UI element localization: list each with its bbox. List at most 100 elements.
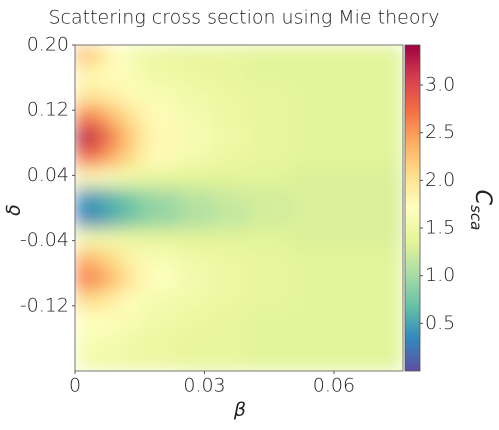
heatmap-cell [109,228,128,250]
heatmap-cell [75,350,93,371]
heatmap-cell [126,45,145,66]
heatmap-cell [213,167,249,189]
heatmap-cell [144,126,180,148]
heatmap-cell [144,248,180,270]
heatmap-cell [213,126,249,148]
heatmap-cell [342,269,403,290]
heatmap-cell [75,146,93,168]
heatmap-cell [126,126,145,148]
heatmap-cell [109,187,128,209]
heatmap-cell [75,269,93,290]
heatmap-cell [290,187,344,209]
heatmap-cell [290,228,344,250]
heatmap-cell [247,248,292,270]
heatmap-cell [178,45,214,66]
heatmap-cell [92,126,111,148]
heatmap-cell [290,309,344,331]
heatmap-cell [144,289,180,311]
heatmap-cell [178,269,214,290]
heatmap-cell [144,45,180,66]
heatmap-cell [75,126,93,148]
y-axis-label: δ [3,204,25,216]
plot-frame [74,44,404,372]
heatmap-cell [109,167,128,189]
colorbar-label-sub: sca [468,205,486,230]
heatmap-cell [178,146,214,168]
colorbar-tick-label: 1.0 [425,264,455,286]
heatmap-cell [126,228,145,250]
heatmap-cell [75,45,93,66]
heatmap-cell [213,309,249,331]
heatmap-cell [213,85,249,107]
heatmap-cell [178,65,214,87]
heatmap-cell [109,126,128,148]
heatmap-cell [178,167,214,189]
x-tick-label: 0 [69,375,81,397]
heatmap-cell [109,248,128,270]
heatmap-cell [109,208,128,229]
heatmap-cell [92,146,111,168]
heatmap-cell [178,126,214,148]
heatmap-cell [75,167,93,189]
heatmap-cell [144,146,180,168]
heatmap-cell [290,350,344,371]
heatmap-cell [213,228,249,250]
heatmap-cell [126,106,145,127]
heatmap-cell [75,208,93,229]
heatmap-cell [109,146,128,168]
heatmap-cell [247,309,292,331]
heatmap-cell [342,167,403,189]
heatmap-cell [144,65,180,87]
colorbar-tick-label: 3.0 [425,74,455,96]
heatmap-cell [92,289,111,311]
heatmap-cell [75,228,93,250]
heatmap-cell [247,126,292,148]
heatmap-cell [109,106,128,127]
y-tick-label: -0.04 [20,229,69,251]
heatmap-cell [92,187,111,209]
heatmap-cell [290,85,344,107]
heatmap-cell [92,65,111,87]
heatmap-cell [247,208,292,229]
heatmap-cell [144,269,180,290]
heatmap-cell [92,106,111,127]
heatmap-cell [178,248,214,270]
heatmap-cell [342,106,403,127]
heatmap-cell [75,65,93,87]
heatmap-cell [247,269,292,290]
heatmap-cell [109,309,128,331]
colorbar-tick-label: 2.5 [425,121,455,143]
heatmap-cell [144,85,180,107]
heatmap-cell [247,167,292,189]
heatmap-cell [342,248,403,270]
heatmap-cell [342,289,403,311]
heatmap [75,45,403,371]
heatmap-cell [213,45,249,66]
heatmap-cell [342,228,403,250]
colorbar-tick-label: 0.5 [425,312,455,334]
heatmap-cell [213,106,249,127]
y-tick-label: 0.12 [27,99,69,121]
heatmap-cell [247,146,292,168]
heatmap-cell [247,85,292,107]
heatmap-cell [342,65,403,87]
heatmap-cell [144,208,180,229]
chart-title: Scattering cross section using Mie theor… [48,7,439,29]
heatmap-cell [213,65,249,87]
heatmap-cell [342,309,403,331]
heatmap-cell [178,289,214,311]
heatmap-cell [290,330,344,352]
heatmap-cell [178,228,214,250]
heatmap-cell [92,228,111,250]
heatmap-cell [342,208,403,229]
x-axis-label: β [233,399,246,421]
heatmap-cell [126,269,145,290]
heatmap-cell [75,309,93,331]
y-tick-label: -0.12 [20,294,69,316]
heatmap-cell [178,350,214,371]
heatmap-cell [342,330,403,352]
heatmap-cell [290,208,344,229]
heatmap-cell [144,309,180,331]
heatmap-cell [75,106,93,127]
